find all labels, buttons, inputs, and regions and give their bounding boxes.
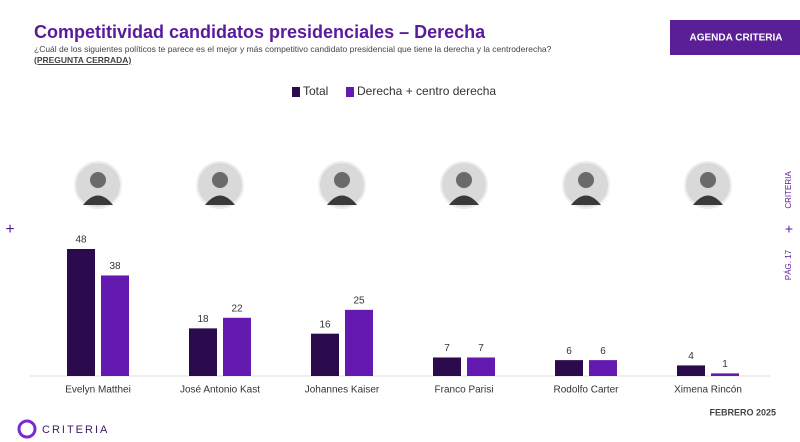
value-label: 18 bbox=[197, 314, 209, 325]
bar bbox=[189, 328, 217, 376]
agenda-button-label[interactable]: AGENDA CRITERIA bbox=[690, 33, 783, 44]
legend-label: Total bbox=[303, 84, 328, 98]
x-tick-label: Ximena Rincón bbox=[674, 385, 742, 396]
candidate-photo-head bbox=[700, 172, 716, 188]
candidate-photo-body bbox=[83, 195, 113, 205]
candidate-photo-body bbox=[327, 195, 357, 205]
value-label: 16 bbox=[319, 319, 331, 330]
value-label: 22 bbox=[231, 303, 243, 314]
candidate-photo-body bbox=[205, 195, 235, 205]
bar bbox=[67, 249, 95, 376]
bar bbox=[311, 333, 339, 376]
value-label: 1 bbox=[722, 359, 728, 370]
logo-icon bbox=[17, 419, 37, 439]
agenda-button[interactable] bbox=[670, 20, 800, 55]
value-label: 7 bbox=[444, 343, 450, 354]
bar bbox=[467, 357, 495, 376]
value-label: 6 bbox=[600, 346, 606, 357]
value-label: 38 bbox=[109, 261, 121, 272]
footer-date: FEBRERO 2025 bbox=[709, 407, 776, 417]
legend-swatch bbox=[346, 87, 354, 97]
candidate-photo-head bbox=[212, 172, 228, 188]
value-label: 4 bbox=[688, 351, 694, 362]
question: ¿Cuál de los siguientes políticos te par… bbox=[34, 44, 552, 54]
side-page: PÁG. 17 bbox=[784, 249, 793, 280]
x-tick-label: Evelyn Matthei bbox=[65, 385, 131, 396]
x-tick-label: Franco Parisi bbox=[435, 385, 494, 396]
value-label: 48 bbox=[75, 235, 87, 246]
bar bbox=[589, 360, 617, 376]
bar bbox=[345, 309, 373, 376]
value-label: 7 bbox=[478, 343, 484, 354]
candidate-photo-body bbox=[449, 195, 479, 205]
logo-text: CRITERIA bbox=[42, 424, 109, 436]
x-tick-label: Johannes Kaiser bbox=[305, 385, 380, 396]
candidate-photo-body bbox=[571, 195, 601, 205]
value-label: 6 bbox=[566, 346, 572, 357]
bar bbox=[433, 357, 461, 376]
candidate-photo-head bbox=[456, 172, 472, 188]
candidate-photo-head bbox=[90, 172, 106, 188]
bar bbox=[677, 365, 705, 376]
candidate-photo-head bbox=[334, 172, 350, 188]
x-tick-label: José Antonio Kast bbox=[180, 385, 260, 396]
value-label: 25 bbox=[353, 295, 365, 306]
bar bbox=[223, 317, 251, 376]
x-tick-label: Rodolfo Carter bbox=[553, 385, 619, 396]
side-brand: CRITERIA bbox=[784, 171, 793, 209]
chart: Total Derecha + centro derecha Evelyn Matt… bbox=[65, 84, 742, 395]
legend-label: Derecha + centro derecha bbox=[357, 84, 496, 98]
title: Competitividad candidatos presidenciales… bbox=[34, 22, 486, 42]
bar bbox=[711, 373, 739, 376]
candidate-photo-head bbox=[578, 172, 594, 188]
legend-swatch bbox=[292, 87, 300, 97]
candidate-photo-body bbox=[693, 195, 723, 205]
bar bbox=[101, 275, 129, 376]
bar bbox=[555, 360, 583, 376]
question-box: ¿Cuál de los siguientes políticos te par… bbox=[34, 44, 554, 65]
question-text: ¿Cuál de los siguientes políticos te par… bbox=[34, 44, 554, 65]
plus-icon: + bbox=[5, 221, 14, 238]
question-note: (PREGUNTA CERRADA) bbox=[34, 54, 132, 65]
plus-icon: + bbox=[785, 221, 793, 237]
